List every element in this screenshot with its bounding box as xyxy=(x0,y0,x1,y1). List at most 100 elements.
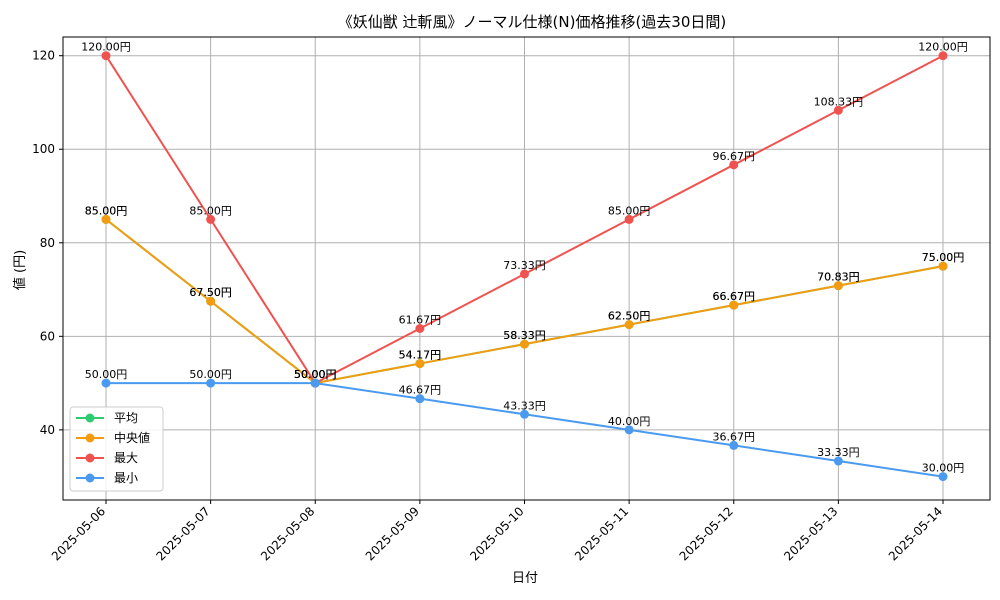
data-label: 85.00円 xyxy=(85,204,128,217)
legend-item: 最小 xyxy=(76,471,138,485)
y-axis-label: 値 (円) xyxy=(12,250,28,290)
series-layer xyxy=(101,51,948,482)
data-label: 66.67円 xyxy=(713,290,756,303)
data-label: 108.33円 xyxy=(814,95,864,108)
data-label: 61.67円 xyxy=(399,314,442,327)
data-point xyxy=(624,320,634,330)
data-point xyxy=(729,300,739,310)
legend-label: 平均 xyxy=(114,411,138,425)
data-label: 33.33円 xyxy=(817,446,860,459)
data-label: 30.00円 xyxy=(922,462,965,475)
x-tick-label: 2025-05-09 xyxy=(363,504,422,563)
data-point xyxy=(520,409,529,419)
data-point xyxy=(729,160,739,170)
data-point xyxy=(938,472,948,482)
data-point xyxy=(206,214,216,224)
data-label: 50.00円 xyxy=(294,368,337,381)
x-tick-label: 2025-05-10 xyxy=(467,504,526,563)
data-label: 46.67円 xyxy=(399,384,442,397)
y-tick-label: 40 xyxy=(40,423,55,437)
data-label: 85.00円 xyxy=(85,204,128,217)
legend-label: 最小 xyxy=(114,471,138,485)
data-label: 50.00円 xyxy=(85,368,128,381)
data-label: 58.33円 xyxy=(503,329,546,342)
data-point xyxy=(415,324,425,334)
data-label: 85.00円 xyxy=(608,204,651,217)
legend-marker xyxy=(85,453,95,463)
data-label: 75.00円 xyxy=(922,251,965,264)
data-label: 75.00円 xyxy=(922,251,965,264)
x-tick-label: 2025-05-08 xyxy=(258,504,317,563)
data-label: 43.33円 xyxy=(503,399,546,412)
grid xyxy=(63,37,990,500)
data-point xyxy=(206,378,216,388)
data-point xyxy=(520,339,529,349)
x-tick-label: 2025-05-14 xyxy=(886,504,945,563)
data-label: 62.50円 xyxy=(608,310,651,323)
data-label: 58.33円 xyxy=(503,329,546,342)
series-4 xyxy=(101,378,948,482)
y-tick-label: 100 xyxy=(32,142,55,156)
legend-box xyxy=(69,406,164,492)
data-point xyxy=(938,51,948,61)
plot-frame xyxy=(62,36,991,501)
data-label: 66.67円 xyxy=(713,290,756,303)
data-label: 50.00円 xyxy=(294,368,337,381)
data-label: 73.33円 xyxy=(503,259,546,272)
y-tick-label: 120 xyxy=(32,49,55,63)
data-label: 50.00円 xyxy=(189,368,232,381)
x-tick-label: 2025-05-07 xyxy=(154,504,213,563)
data-point xyxy=(415,394,425,404)
x-axis-label: 日付 xyxy=(512,571,538,586)
data-point xyxy=(833,281,843,291)
x-tick-label: 2025-05-12 xyxy=(677,504,736,563)
data-label: 120.00円 xyxy=(81,41,131,54)
data-label: 54.17円 xyxy=(399,349,442,362)
data-label: 85.00円 xyxy=(189,204,232,217)
data-label: 70.83円 xyxy=(817,271,860,284)
data-point xyxy=(624,425,634,435)
axes: 40 60 80 100 120 2025-05-06 2025-05-07 2025-05-… xyxy=(32,36,991,563)
data-labels: 85.00円 67.50円 50.00円 54.17円 58.33円 62.50円 66.6… xyxy=(81,41,968,475)
data-label: 96.67円 xyxy=(713,150,756,163)
data-label: 40.00円 xyxy=(608,415,651,428)
data-label: 36.67円 xyxy=(713,430,756,443)
data-point xyxy=(101,214,111,224)
data-label: 70.83円 xyxy=(817,271,860,284)
data-label: 67.50円 xyxy=(189,286,232,299)
data-label: 62.50円 xyxy=(608,310,651,323)
legend-marker xyxy=(85,473,95,483)
data-point xyxy=(206,296,216,306)
data-label: 120.00円 xyxy=(918,41,968,54)
data-point xyxy=(101,378,111,388)
data-label: 50.00円 xyxy=(294,368,337,381)
data-point xyxy=(833,105,843,115)
data-point xyxy=(310,378,320,388)
legend-item: 中央値 xyxy=(76,430,150,445)
legend-item: 平均 xyxy=(76,411,138,425)
chart-title: 《妖仙獣 辻斬風》ノーマル仕様(N)価格推移(過去30日間) xyxy=(338,13,727,31)
data-point xyxy=(938,261,948,271)
y-tick-label: 80 xyxy=(40,236,55,250)
data-label: 54.17円 xyxy=(399,349,442,362)
data-point xyxy=(101,51,111,61)
data-label: 67.50円 xyxy=(189,286,232,299)
legend-marker xyxy=(85,413,95,423)
data-point xyxy=(833,456,843,466)
legend-item: 最大 xyxy=(76,451,138,465)
legend-label: 中央値 xyxy=(114,430,150,445)
legend-label: 最大 xyxy=(114,451,138,465)
x-tick-label: 2025-05-13 xyxy=(781,504,840,563)
series-3 xyxy=(101,51,948,388)
x-tick-label: 2025-05-11 xyxy=(572,504,631,563)
y-tick-label: 60 xyxy=(40,329,55,343)
x-tick-label: 2025-05-06 xyxy=(49,504,108,563)
data-point xyxy=(520,269,529,279)
data-point xyxy=(729,440,739,450)
legend-marker xyxy=(85,433,95,443)
data-label: 50.00円 xyxy=(294,368,337,381)
data-point xyxy=(624,214,634,224)
data-point xyxy=(415,359,425,369)
